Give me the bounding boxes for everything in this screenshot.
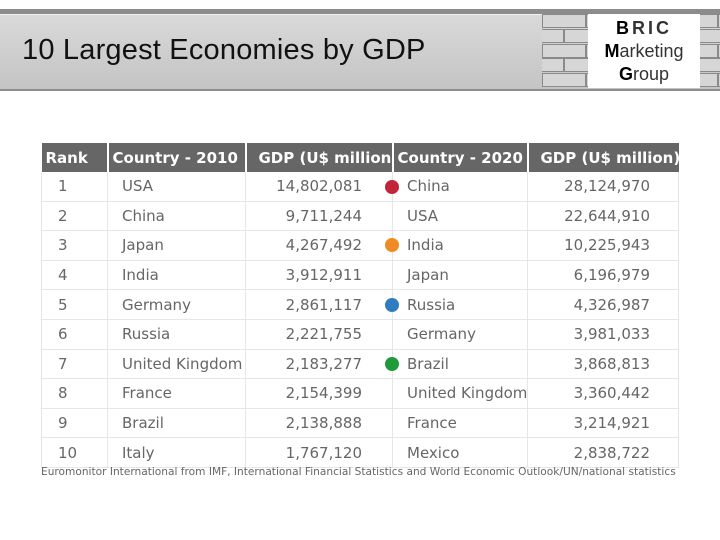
gdp-2020-cell: 3,214,921 bbox=[527, 408, 679, 439]
gdp-2010-cell: 2,221,755 bbox=[245, 319, 393, 350]
country-2010-cell: United Kingdom bbox=[107, 349, 246, 380]
country-2010-cell: Germany bbox=[107, 289, 246, 320]
logo-brick bbox=[542, 43, 586, 58]
country-2020-cell: USA bbox=[392, 201, 528, 232]
country-2010-cell: USA bbox=[107, 172, 246, 202]
logo-brick bbox=[718, 73, 720, 88]
country-2020-cell: India bbox=[392, 230, 528, 261]
marker-brazil bbox=[384, 356, 399, 371]
rank-cell: 5 bbox=[41, 289, 108, 320]
header-country-2010: Country - 2010 bbox=[107, 143, 247, 172]
country-2010-cell: France bbox=[107, 378, 246, 409]
logo-line-3: Group bbox=[588, 64, 700, 84]
gdp-2020-cell: 28,124,970 bbox=[527, 172, 679, 202]
rank-cell: 7 bbox=[41, 349, 108, 380]
gdp-2020-cell: 3,981,033 bbox=[527, 319, 679, 350]
table-header-row: Rank Country - 2010 GDP (U$ million) Cou… bbox=[41, 143, 679, 172]
country-2020-cell: Brazil bbox=[392, 349, 528, 380]
table-row: 4 India 3,912,911 Japan 6,196,979 bbox=[41, 260, 679, 291]
rank-cell: 4 bbox=[41, 260, 108, 291]
gdp-2010-cell: 2,861,117 bbox=[245, 289, 393, 320]
rank-cell: 9 bbox=[41, 408, 108, 439]
logo-line-3-lead: G bbox=[618, 64, 633, 84]
table-row: 2 China 9,711,244 USA 22,644,910 bbox=[41, 201, 679, 232]
gdp-ranking-table: Rank Country - 2010 GDP (U$ million) Cou… bbox=[41, 143, 679, 468]
logo-brick bbox=[718, 43, 720, 58]
gdp-2020-cell: 2,838,722 bbox=[527, 437, 679, 468]
header-rank: Rank bbox=[41, 143, 109, 172]
country-2010-cell: India bbox=[107, 260, 246, 291]
table-row: 8 France 2,154,399 United Kingdom 3,360,… bbox=[41, 378, 679, 409]
country-2020-cell: United Kingdom bbox=[392, 378, 528, 409]
table-row: 7 United Kingdom 2,183,277 Brazil 3,868,… bbox=[41, 349, 679, 380]
logo-line-2-rest: arketing bbox=[619, 41, 684, 61]
header-gdp-2010: GDP (U$ million) bbox=[245, 143, 394, 172]
gdp-2020-cell: 4,326,987 bbox=[527, 289, 679, 320]
bric-marketing-group-logo: BRIC Marketing Group bbox=[588, 14, 700, 88]
marker-india bbox=[384, 238, 399, 253]
marker-russia bbox=[384, 297, 399, 312]
logo-line-1: BRIC bbox=[588, 18, 700, 38]
logo-brick bbox=[542, 28, 564, 43]
gdp-2010-cell: 2,138,888 bbox=[245, 408, 393, 439]
gdp-2010-cell: 4,267,492 bbox=[245, 230, 393, 261]
gdp-2010-cell: 2,183,277 bbox=[245, 349, 393, 380]
gdp-2020-cell: 10,225,943 bbox=[527, 230, 679, 261]
country-2010-cell: Brazil bbox=[107, 408, 246, 439]
country-2020-cell: Russia bbox=[392, 289, 528, 320]
slide-title: 10 Largest Economies by GDP bbox=[22, 34, 426, 66]
gdp-2020-cell: 3,868,813 bbox=[527, 349, 679, 380]
logo-line-2: Marketing bbox=[588, 41, 700, 61]
logo-brick bbox=[542, 73, 586, 88]
rank-cell: 3 bbox=[41, 230, 108, 261]
rank-cell: 1 bbox=[41, 172, 108, 202]
country-2020-cell: Mexico bbox=[392, 437, 528, 468]
logo-line-1-lead: B bbox=[616, 18, 632, 38]
table-row: 10 Italy 1,767,120 Mexico 2,838,722 bbox=[41, 437, 679, 468]
country-2020-cell: China bbox=[392, 172, 528, 202]
gdp-2010-cell: 2,154,399 bbox=[245, 378, 393, 409]
table-row: 5 Germany 2,861,117 Russia 4,326,987 bbox=[41, 289, 679, 320]
rank-cell: 10 bbox=[41, 437, 108, 468]
country-2020-cell: France bbox=[392, 408, 528, 439]
table-row: 9 Brazil 2,138,888 France 3,214,921 bbox=[41, 408, 679, 439]
gdp-2020-cell: 6,196,979 bbox=[527, 260, 679, 291]
country-2010-cell: Italy bbox=[107, 437, 246, 468]
marker-china bbox=[384, 179, 399, 194]
gdp-2020-cell: 22,644,910 bbox=[527, 201, 679, 232]
country-2020-cell: Japan bbox=[392, 260, 528, 291]
country-2010-cell: Japan bbox=[107, 230, 246, 261]
gdp-2010-cell: 9,711,244 bbox=[245, 201, 393, 232]
table-row: 6 Russia 2,221,755 Germany 3,981,033 bbox=[41, 319, 679, 350]
logo-line-3-rest: roup bbox=[632, 64, 670, 84]
logo-brick bbox=[542, 58, 564, 73]
table-row: 3 Japan 4,267,492 India 10,225,943 bbox=[41, 230, 679, 261]
country-2010-cell: Russia bbox=[107, 319, 246, 350]
logo-line-1-rest: RIC bbox=[632, 18, 672, 38]
rank-cell: 8 bbox=[41, 378, 108, 409]
rank-cell: 2 bbox=[41, 201, 108, 232]
gdp-2010-cell: 3,912,911 bbox=[245, 260, 393, 291]
logo-line-2-lead: M bbox=[604, 41, 620, 61]
gdp-2010-cell: 14,802,081 bbox=[245, 172, 393, 202]
rank-cell: 6 bbox=[41, 319, 108, 350]
country-2010-cell: China bbox=[107, 201, 246, 232]
source-note: Euromonitor International from IMF, Inte… bbox=[41, 466, 676, 478]
logo-brick bbox=[542, 14, 586, 28]
table-row: 1 USA 14,802,081 China 28,124,970 bbox=[41, 172, 679, 202]
gdp-2010-cell: 1,767,120 bbox=[245, 437, 393, 468]
header-gdp-2020: GDP (U$ million) bbox=[527, 143, 679, 172]
country-2020-cell: Germany bbox=[392, 319, 528, 350]
logo-brick bbox=[718, 14, 720, 28]
header-country-2020: Country - 2020 bbox=[392, 143, 529, 172]
gdp-2020-cell: 3,360,442 bbox=[527, 378, 679, 409]
